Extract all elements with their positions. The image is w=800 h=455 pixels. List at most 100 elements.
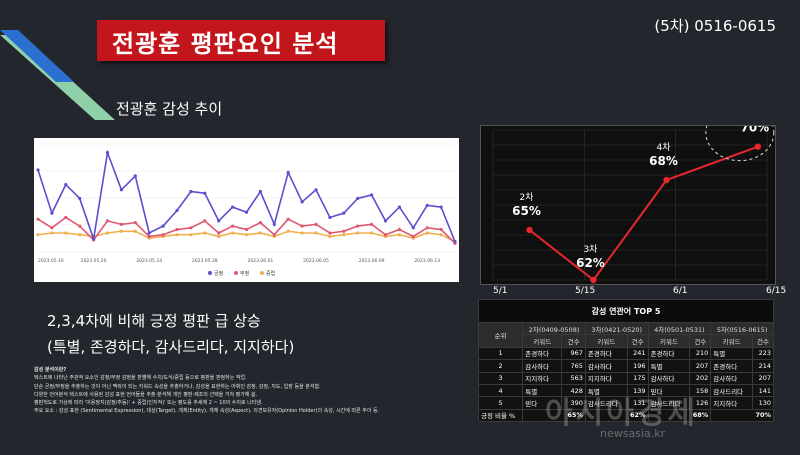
x-tick-label: 6/1 — [673, 286, 688, 296]
x-tick-label: 6/15 — [766, 286, 787, 296]
keyword-cell: 감사하다 — [584, 359, 628, 373]
keyword-cell: 지지하다 — [710, 396, 754, 410]
value-label: 68% — [649, 154, 678, 168]
keyword-cell: 존경하다 — [710, 359, 754, 373]
data-point — [300, 224, 304, 228]
count-cell: 210 — [689, 346, 712, 361]
data-point — [36, 217, 40, 221]
data-point — [342, 229, 346, 233]
data-point — [439, 227, 443, 232]
keyword-header: 키워드 — [584, 334, 628, 348]
data-point — [314, 188, 318, 192]
count-header: 건수 — [561, 334, 586, 348]
count-cell: 214 — [752, 359, 774, 373]
data-point — [425, 226, 429, 230]
count-cell: 175 — [626, 371, 649, 385]
data-point — [370, 222, 374, 226]
data-point — [328, 234, 332, 239]
data-point — [147, 234, 151, 239]
data-point — [64, 183, 68, 187]
data-point — [175, 208, 179, 213]
data-point — [383, 233, 388, 237]
page-title: 전광훈 평판요인 분석 — [112, 30, 339, 58]
trend-point — [526, 226, 533, 234]
data-point — [105, 231, 110, 235]
count-cell: 207 — [752, 371, 774, 385]
data-point — [78, 224, 82, 228]
data-point — [105, 219, 110, 223]
keyword-cell: 감사드리다 — [710, 383, 754, 398]
sentiment-trend-svg: 2023.05.16 2023.05.20 2023.05.24 2023.05.28… — [36, 143, 457, 277]
keyword-cell: 존경하다 — [584, 346, 628, 361]
data-point — [300, 231, 304, 235]
x-tick-label: 2023.06.09 — [359, 258, 385, 264]
data-point — [161, 224, 165, 228]
count-cell: 241 — [626, 346, 649, 361]
data-point — [439, 233, 443, 237]
value-label: 65% — [512, 204, 541, 218]
rank-cell: 5 — [477, 396, 524, 410]
data-point — [356, 196, 360, 201]
table-title: 감성 연관어 TOP 5 — [478, 299, 774, 323]
count-cell: 202 — [689, 371, 712, 385]
watermark-url: newsasia.kr — [600, 427, 666, 440]
data-point — [78, 196, 82, 201]
data-point — [203, 219, 207, 223]
keyword-header: 키워드 — [710, 334, 754, 348]
x-tick-label: 2023.06.01 — [248, 258, 274, 264]
keyword-header: 키워드 — [522, 334, 563, 348]
data-point — [356, 231, 360, 235]
data-point — [244, 210, 249, 214]
data-point — [189, 233, 193, 237]
legend-marker — [234, 271, 238, 275]
rank-cell: 3 — [477, 371, 524, 385]
data-point — [217, 234, 221, 239]
data-point — [189, 189, 193, 194]
rate-label: 긍정 비율 % — [477, 408, 524, 423]
watermark-logo: 아시아경제 — [545, 396, 698, 431]
data-point — [411, 234, 415, 239]
notes-heading: 감성 분석이란? — [34, 367, 67, 373]
data-point — [397, 227, 401, 232]
data-point — [217, 231, 221, 235]
data-point — [119, 229, 123, 233]
data-point — [370, 193, 374, 197]
data-point — [50, 231, 54, 235]
data-point — [342, 211, 346, 215]
data-point — [425, 203, 429, 207]
data-point — [300, 200, 304, 204]
data-point — [231, 224, 235, 228]
summary-line-1: 2,3,4차에 비해 긍정 평판 급 상승 — [47, 312, 261, 330]
notes-line: 다양한 언어분석 텍스트에 사용된 감성 표현 언어들을 추출·분석해 개인 평… — [34, 391, 258, 398]
data-point — [50, 226, 54, 230]
rate-value: 68% — [647, 408, 712, 423]
sentiment-notes: 감성 분석이란? 텍스트에 나타난 주관적 요소인 감정/부정 감정을 판별해 … — [34, 366, 474, 416]
data-point — [244, 233, 249, 237]
count-cell: 967 — [561, 346, 586, 361]
data-point — [272, 233, 276, 237]
keyword-cell: 감사하다 — [710, 371, 754, 385]
data-point — [231, 205, 235, 209]
data-point — [217, 219, 221, 223]
rank-header: 순위 — [477, 322, 524, 348]
count-cell: 223 — [752, 346, 774, 361]
data-point — [411, 226, 415, 230]
keyword-cell: 감사하다 — [522, 359, 563, 373]
data-point — [92, 237, 96, 241]
period-label: (5차) 0516-0615 — [654, 17, 776, 35]
data-point — [231, 231, 235, 235]
notes-line: 단순 긍정/부정을 추출하는 것이 아닌 맥락이 되는 키워드 속성을 추출하거… — [34, 383, 321, 390]
keyword-table: 감성 연관어 TOP 5 순위 2차(0409-0508) 3차(0421-05… — [477, 299, 774, 423]
data-point — [397, 205, 401, 209]
count-cell: 563 — [561, 371, 586, 385]
data-point — [50, 211, 54, 215]
sentiment-trend-chart: 2023.05.16 2023.05.20 2023.05.24 2023.05.28… — [34, 138, 459, 282]
count-cell: 765 — [561, 359, 586, 373]
data-point — [133, 174, 137, 178]
legend-marker — [260, 271, 264, 275]
legend-label: 긍정 — [214, 270, 223, 277]
trend-point — [754, 143, 762, 150]
notes-line: 평판척도로 가상에 따라 '이용정지(감정/추동)' + 중립(인지적)' 또는… — [34, 400, 263, 407]
